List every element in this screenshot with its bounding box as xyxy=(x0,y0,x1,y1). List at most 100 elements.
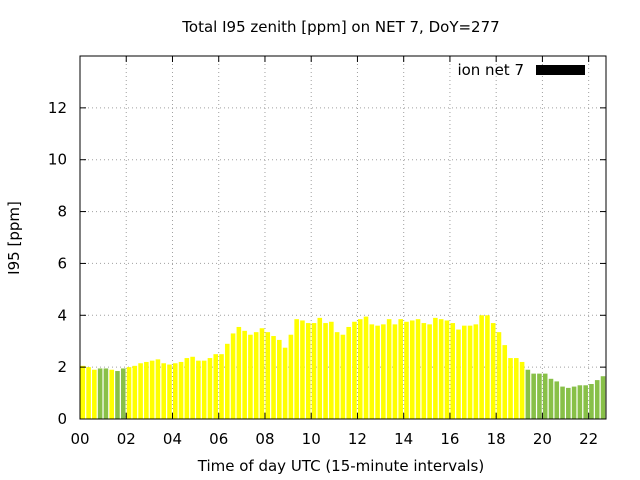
bar xyxy=(311,323,317,419)
bar xyxy=(167,364,172,419)
bar xyxy=(589,383,594,419)
bar xyxy=(213,354,219,419)
bar xyxy=(537,373,542,419)
bar xyxy=(294,319,299,419)
bar xyxy=(548,378,554,419)
bar xyxy=(381,324,386,419)
x-axis-label: Time of day UTC (15-minute intervals) xyxy=(197,457,484,475)
bar xyxy=(219,354,224,419)
bar xyxy=(329,321,334,419)
bar xyxy=(433,317,438,419)
x-tick-label: 16 xyxy=(440,430,459,448)
bar xyxy=(415,319,421,419)
bar xyxy=(357,319,363,419)
bar xyxy=(271,336,276,419)
bar xyxy=(404,321,409,419)
bar xyxy=(92,369,97,419)
bar xyxy=(120,368,126,419)
x-tick-label: 06 xyxy=(209,430,228,448)
bar xyxy=(282,347,288,419)
bar xyxy=(317,317,323,419)
y-tick-label: 4 xyxy=(57,306,67,324)
bar xyxy=(514,358,519,419)
y-tick-label: 12 xyxy=(48,99,67,117)
x-tick-label: 12 xyxy=(348,430,367,448)
bar xyxy=(149,360,155,419)
bar xyxy=(577,385,583,419)
bar xyxy=(571,386,577,419)
bar xyxy=(375,325,380,419)
bar xyxy=(369,324,375,419)
bar xyxy=(479,315,484,419)
bar xyxy=(225,343,230,419)
ticks xyxy=(79,56,606,420)
bar xyxy=(201,360,207,419)
bar xyxy=(352,321,357,419)
bar xyxy=(126,367,132,419)
y-axis-label: I95 [ppm] xyxy=(5,201,23,275)
bar xyxy=(467,325,473,419)
bar xyxy=(236,326,242,419)
bar xyxy=(531,373,536,419)
bar xyxy=(600,376,606,419)
y-tick-label: 8 xyxy=(57,203,67,221)
bar xyxy=(392,324,398,419)
bar xyxy=(473,324,479,419)
x-tick-label: 14 xyxy=(394,430,413,448)
bar xyxy=(305,323,311,419)
gridlines xyxy=(80,56,606,419)
bar xyxy=(502,345,508,419)
x-tick-label: 00 xyxy=(70,430,89,448)
bar xyxy=(196,360,201,419)
bars xyxy=(80,315,606,419)
bar xyxy=(450,323,456,419)
bar xyxy=(86,367,91,419)
bar xyxy=(259,328,265,419)
bar xyxy=(184,358,190,419)
bar xyxy=(242,330,247,419)
bar xyxy=(207,358,213,419)
x-tick-label: 04 xyxy=(163,430,182,448)
bar xyxy=(496,332,502,419)
bar xyxy=(253,332,259,419)
bar xyxy=(427,324,432,419)
y-tick-label: 10 xyxy=(48,151,67,169)
x-tick-label: 18 xyxy=(487,430,506,448)
x-tick-labels: 00 02 04 06 08 10 12 14 16 18 20 22 xyxy=(70,430,598,448)
bar xyxy=(155,359,161,419)
bar xyxy=(583,385,588,419)
bar xyxy=(346,326,351,419)
bar xyxy=(132,365,138,419)
bar xyxy=(508,358,513,419)
bar xyxy=(97,368,103,419)
bar xyxy=(103,368,109,419)
bar xyxy=(398,319,403,419)
x-tick-label: 10 xyxy=(302,430,321,448)
bar xyxy=(363,316,369,419)
bar xyxy=(560,386,565,419)
bar xyxy=(190,356,195,419)
bar xyxy=(386,319,392,419)
bar xyxy=(138,363,143,419)
bar xyxy=(409,320,415,419)
legend-swatch xyxy=(536,65,585,75)
bar xyxy=(594,380,600,419)
bar xyxy=(144,361,149,419)
plot-frame xyxy=(79,55,607,420)
bar xyxy=(461,325,467,419)
bar xyxy=(519,361,525,419)
y-tick-label: 6 xyxy=(57,254,67,272)
bar xyxy=(265,332,271,419)
bar xyxy=(172,363,178,419)
bar xyxy=(334,332,340,419)
bar xyxy=(438,319,444,419)
bar xyxy=(444,320,450,419)
bar xyxy=(161,363,167,419)
bar xyxy=(248,334,253,419)
y-tick-label: 2 xyxy=(57,358,67,376)
x-tick-label: 20 xyxy=(533,430,552,448)
bar xyxy=(300,320,305,419)
bar xyxy=(554,381,560,419)
x-tick-label: 08 xyxy=(255,430,274,448)
